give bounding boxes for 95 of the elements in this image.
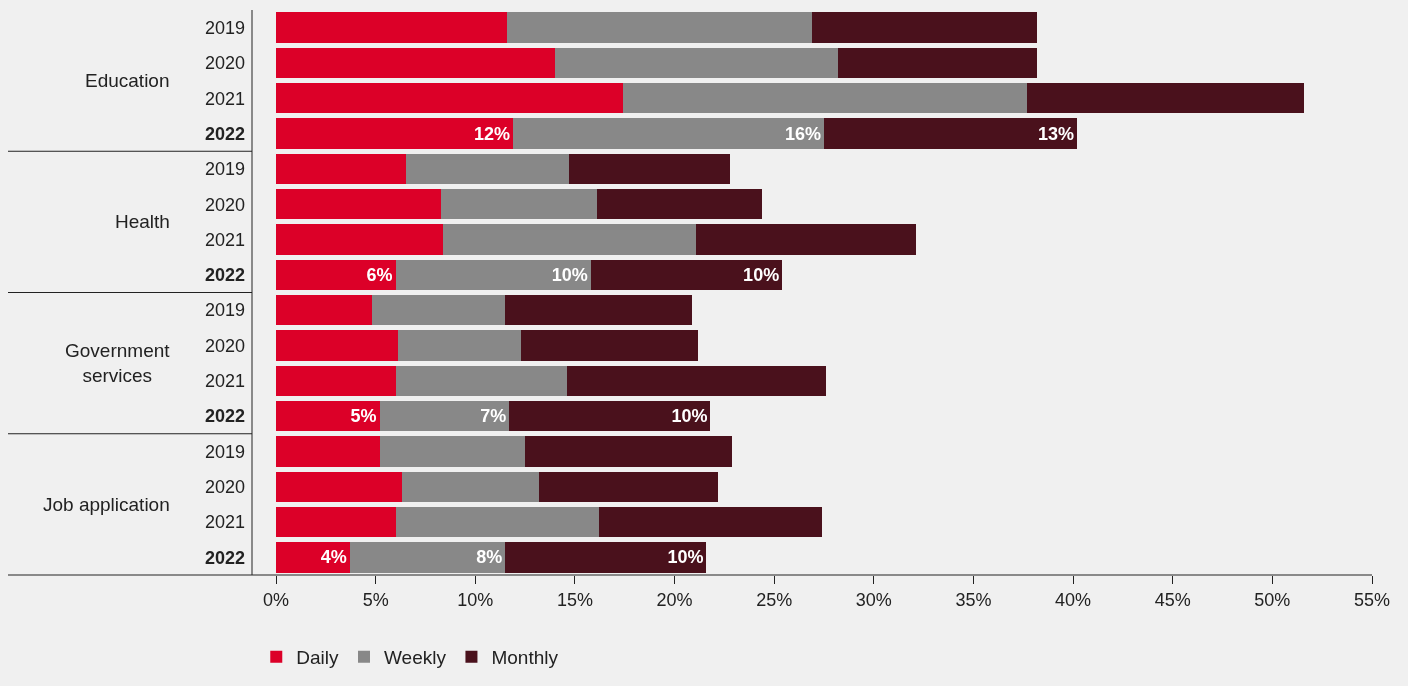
text: Education (85, 70, 170, 91)
data-label: 10% (667, 547, 704, 568)
bar (276, 189, 442, 220)
bar (397, 330, 522, 361)
bar (505, 542, 707, 573)
y-tick-label: 2020 (204, 477, 245, 498)
x-tick-label: 0% (262, 589, 290, 610)
bar (371, 294, 506, 326)
x-tick-label: 10% (457, 589, 494, 610)
y-tick-label: 2019 (204, 159, 245, 180)
legend-label: Weekly (384, 647, 447, 669)
data-label: 5% (350, 406, 377, 427)
data-label: 4% (320, 547, 347, 568)
bar (509, 400, 711, 432)
bar (379, 400, 510, 432)
x-tick-label: 30% (855, 589, 892, 610)
bar (395, 259, 591, 291)
x-tick-label: 50% (1254, 589, 1291, 610)
bar (525, 436, 733, 467)
bar (622, 83, 1028, 114)
bar (276, 294, 372, 326)
bar (276, 47, 555, 79)
y-tick-label: 2020 (204, 53, 245, 74)
bar (276, 365, 396, 396)
data-label: 12% (474, 123, 511, 144)
data-label: 8% (476, 547, 503, 568)
text: Job application (43, 494, 170, 515)
data-label: 13% (1038, 123, 1075, 144)
bar (590, 259, 783, 291)
bar (276, 400, 380, 432)
y-tick-label: 2021 (204, 229, 245, 250)
bar (276, 506, 396, 538)
y-tick-label: 2019 (204, 300, 245, 321)
x-tick-label: 25% (756, 589, 793, 610)
bar (276, 259, 396, 291)
x-tick-label: 15% (556, 589, 593, 610)
bar (505, 294, 693, 326)
data-label: 7% (480, 406, 507, 427)
data-label: 10% (551, 264, 588, 285)
y-tick-label: 2022 (204, 123, 245, 144)
bar (596, 189, 763, 220)
bar (441, 189, 597, 220)
bar (276, 471, 402, 502)
y-tick-label: 2019 (204, 441, 245, 462)
bar (379, 436, 526, 467)
bar (521, 330, 699, 361)
text: Health (115, 211, 170, 232)
x-tick-label: 45% (1154, 589, 1191, 610)
bar (276, 118, 514, 149)
bar (276, 224, 444, 255)
legend-label: Monthly (491, 647, 559, 669)
bar (539, 471, 719, 502)
legend-label: Daily (296, 647, 339, 669)
bar (276, 83, 623, 114)
bar (1027, 83, 1305, 114)
bar (566, 365, 826, 396)
y-tick-label: 2020 (204, 194, 245, 215)
y-tick-label: 2020 (204, 335, 245, 356)
x-tick-label: 35% (955, 589, 992, 610)
x-tick-label: 40% (1055, 589, 1092, 610)
y-tick-label: 2022 (204, 265, 245, 286)
bar (276, 542, 350, 573)
x-tick-label: 5% (362, 589, 389, 610)
y-tick-label: 2021 (204, 88, 245, 109)
bar (276, 436, 380, 467)
bar (443, 224, 697, 255)
bar (696, 224, 916, 255)
bar (554, 47, 838, 79)
bar (837, 47, 1038, 79)
bar (349, 542, 506, 573)
y-tick-label: 2022 (204, 547, 245, 568)
bar (401, 471, 540, 502)
bar (276, 12, 508, 43)
bar (405, 153, 569, 185)
data-label: 10% (671, 406, 708, 427)
x-tick-label: 20% (656, 589, 693, 610)
bar (507, 12, 813, 43)
bar (812, 12, 1038, 43)
y-tick-label: 2021 (204, 371, 245, 392)
bar (276, 153, 406, 185)
data-label: 10% (743, 264, 780, 285)
bar (395, 506, 599, 538)
bar (598, 506, 823, 538)
y-tick-label: 2022 (204, 406, 245, 427)
text: Government services (65, 340, 171, 386)
data-label: 16% (784, 123, 821, 144)
data-label: 6% (366, 264, 393, 285)
bar (276, 330, 398, 361)
y-tick-label: 2019 (204, 17, 245, 38)
bar (395, 365, 567, 396)
bar (824, 118, 1078, 149)
bar (513, 118, 824, 149)
y-tick-label: 2021 (204, 512, 245, 533)
x-tick-label: 55% (1353, 589, 1391, 610)
bar (568, 153, 731, 185)
